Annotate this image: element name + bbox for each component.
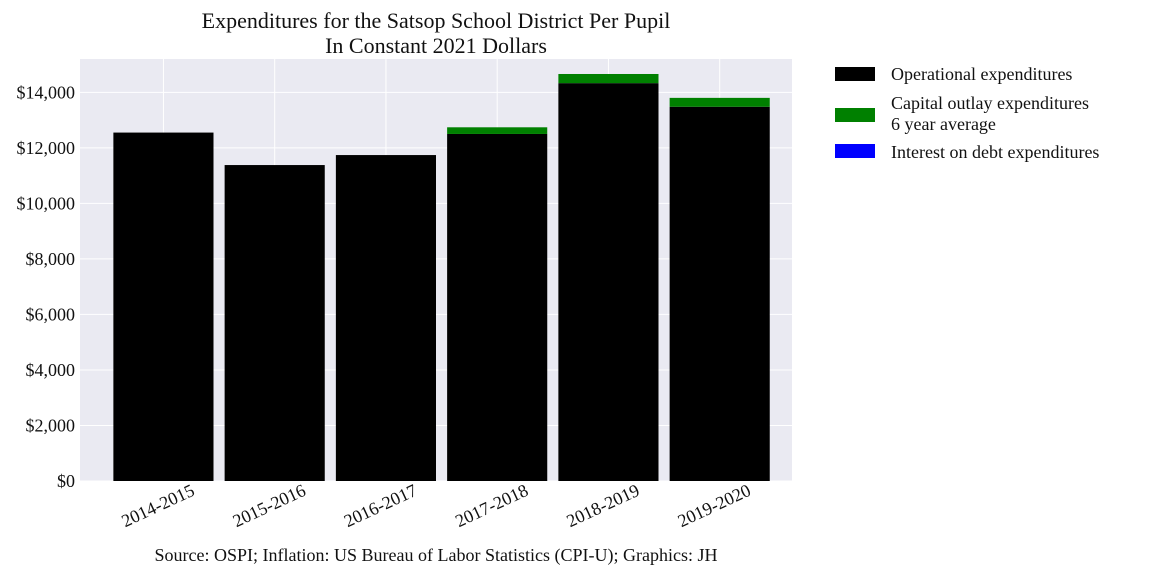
bars	[113, 73, 770, 482]
bar-segment	[447, 133, 548, 482]
y-tick-label: $2,000	[26, 415, 76, 435]
bar-segment	[224, 165, 325, 481]
x-tick-label: 2016-2017	[341, 480, 420, 531]
legend-swatch	[835, 144, 875, 158]
x-tick-label: 2017-2018	[452, 480, 531, 531]
bar-segment	[558, 73, 659, 84]
legend-label: 6 year average	[891, 114, 996, 134]
bar-segment	[558, 83, 659, 482]
y-tick-label: $8,000	[26, 249, 76, 269]
y-tick-label: $4,000	[26, 360, 76, 380]
x-tick-label: 2018-2019	[563, 480, 642, 531]
legend-swatch	[835, 108, 875, 122]
chart-title: Expenditures for the Satsop School Distr…	[202, 8, 671, 58]
bar-segment	[447, 127, 548, 134]
y-tick-label: $10,000	[17, 193, 76, 213]
x-tick-label: 2014-2015	[118, 480, 197, 531]
legend-label: Operational expenditures	[891, 64, 1072, 84]
x-axis-ticks: 2014-2015 2015-2016 2016-2017 2017-2018 2018…	[118, 480, 753, 531]
y-tick-label: $12,000	[17, 138, 76, 158]
y-tick-label: $0	[57, 471, 75, 491]
bar-segment	[669, 97, 770, 107]
bar-segment	[113, 132, 214, 481]
y-axis-ticks: $0 $2,000 $4,000 $6,000 $8,000 $10,000 $12,000…	[17, 82, 76, 491]
y-tick-label: $6,000	[26, 304, 76, 324]
chart-title-line-1: Expenditures for the Satsop School Distr…	[202, 8, 671, 33]
legend-swatch	[835, 67, 875, 81]
x-tick-label: 2019-2020	[675, 480, 754, 531]
legend-label: Capital outlay expenditures	[891, 93, 1089, 113]
x-tick-label: 2015-2016	[230, 480, 309, 531]
bar-segment	[669, 106, 770, 482]
source-note: Source: OSPI; Inflation: US Bureau of La…	[155, 545, 718, 566]
bar-segment	[335, 155, 436, 481]
legend-label: Interest on debt expenditures	[891, 142, 1099, 162]
chart-title-line-2: In Constant 2021 Dollars	[325, 33, 547, 58]
legend: Operational expenditures Capital outlay e…	[835, 64, 1099, 162]
y-tick-label: $14,000	[17, 82, 76, 102]
